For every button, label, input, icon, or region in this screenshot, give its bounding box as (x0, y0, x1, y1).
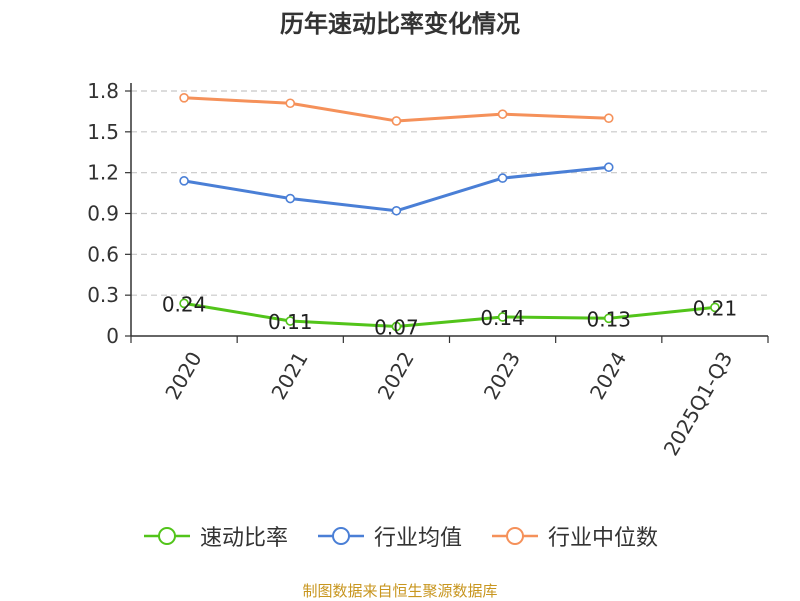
legend-marker-icon (317, 527, 364, 545)
series-line (183, 301, 716, 328)
chart-title: 历年速动比率变化情况 (280, 10, 520, 38)
x-tick-label: 2020 (160, 348, 206, 404)
x-tick-label: 2023 (479, 348, 525, 404)
series-lines (179, 93, 720, 332)
data-point[interactable] (603, 113, 614, 124)
data-point[interactable] (179, 93, 189, 103)
source-note: 制图数据来自恒生聚源数据库 (302, 582, 498, 600)
legend-item-quick-ratio[interactable]: 速动比率 (142, 520, 288, 552)
data-point[interactable] (285, 193, 296, 204)
y-tick-label: 1.8 (87, 79, 119, 103)
data-label: 0.13 (586, 307, 631, 331)
x-tick-label: 2024 (585, 348, 631, 404)
data-label: 0.11 (268, 310, 313, 334)
data-label: 0.14 (480, 306, 525, 330)
data-point[interactable] (285, 98, 296, 109)
y-tick-label: 0.6 (87, 242, 119, 266)
y-tick-label: 0 (106, 324, 119, 348)
data-label: 0.21 (693, 296, 738, 320)
legend-item-industry-median[interactable]: 行业中位数 (490, 520, 658, 552)
legend-label: 行业中位数 (548, 526, 659, 551)
data-point[interactable] (391, 321, 402, 332)
legend-label: 行业均值 (373, 526, 462, 551)
data-point[interactable] (497, 312, 508, 322)
legend-marker-icon (143, 527, 190, 545)
data-point[interactable] (391, 116, 402, 126)
x-tick-label: 2022 (373, 348, 419, 404)
y-tick-label: 1.5 (87, 120, 119, 144)
data-label: 0.07 (374, 315, 419, 339)
x-tick-label: 2025Q1-Q3 (659, 348, 738, 460)
axes: 0 0.3 0.6 0.9 1.2 1.5 1.8 2020 2021 2022 2023 2024 2… (87, 79, 769, 460)
legend-item-industry-average[interactable]: 行业均值 (316, 520, 462, 552)
data-point[interactable] (285, 316, 296, 326)
data-point[interactable] (497, 109, 508, 119)
legend-marker-icon (492, 527, 538, 545)
grid-lines (131, 90, 768, 296)
data-label: 0.24 (162, 292, 207, 316)
series-line (183, 165, 609, 213)
x-tick-label: 2021 (266, 348, 312, 404)
data-point[interactable] (179, 298, 189, 309)
y-tick-label: 0.9 (87, 202, 119, 226)
data-point[interactable] (179, 176, 189, 186)
y-tick-label: 1.2 (87, 161, 119, 185)
data-labels: 0.24 0.11 0.07 0.14 0.13 0.21 (162, 292, 737, 339)
data-point[interactable] (710, 302, 720, 313)
legend-label: 速动比率 (199, 526, 288, 551)
data-point[interactable] (391, 205, 402, 216)
data-point[interactable] (497, 173, 508, 183)
data-point[interactable] (603, 313, 614, 324)
legend: 速动比率 行业均值 行业中位数 (0, 520, 800, 552)
data-point[interactable] (603, 162, 614, 173)
y-tick-label: 0.3 (87, 283, 119, 307)
